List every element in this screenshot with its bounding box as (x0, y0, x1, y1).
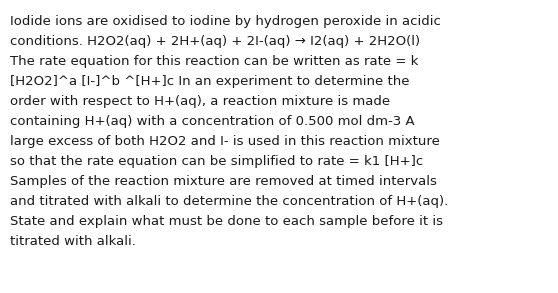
Text: order with respect to H+(aq), a reaction mixture is made: order with respect to H+(aq), a reaction… (10, 95, 390, 108)
Text: [H2O2]^a [I-]^b ^[H+]c In an experiment to determine the: [H2O2]^a [I-]^b ^[H+]c In an experiment … (10, 75, 410, 88)
Text: conditions. H2O2(aq) + 2H+(aq) + 2I-(aq) → I2(aq) + 2H2O(l): conditions. H2O2(aq) + 2H+(aq) + 2I-(aq)… (10, 35, 420, 48)
Text: and titrated with alkali to determine the concentration of H+(aq).: and titrated with alkali to determine th… (10, 195, 448, 208)
Text: containing H+(aq) with a concentration of 0.500 mol dm-3 A: containing H+(aq) with a concentration o… (10, 115, 415, 128)
Text: large excess of both H2O2 and I- is used in this reaction mixture: large excess of both H2O2 and I- is used… (10, 135, 440, 148)
Text: Iodide ions are oxidised to iodine by hydrogen peroxide in acidic: Iodide ions are oxidised to iodine by hy… (10, 15, 441, 28)
Text: Samples of the reaction mixture are removed at timed intervals: Samples of the reaction mixture are remo… (10, 175, 437, 188)
Text: so that the rate equation can be simplified to rate = k1 [H+]c: so that the rate equation can be simplif… (10, 155, 424, 168)
Text: State and explain what must be done to each sample before it is: State and explain what must be done to e… (10, 215, 443, 228)
Text: titrated with alkali.: titrated with alkali. (10, 235, 136, 248)
Text: The rate equation for this reaction can be written as rate = k: The rate equation for this reaction can … (10, 55, 418, 68)
